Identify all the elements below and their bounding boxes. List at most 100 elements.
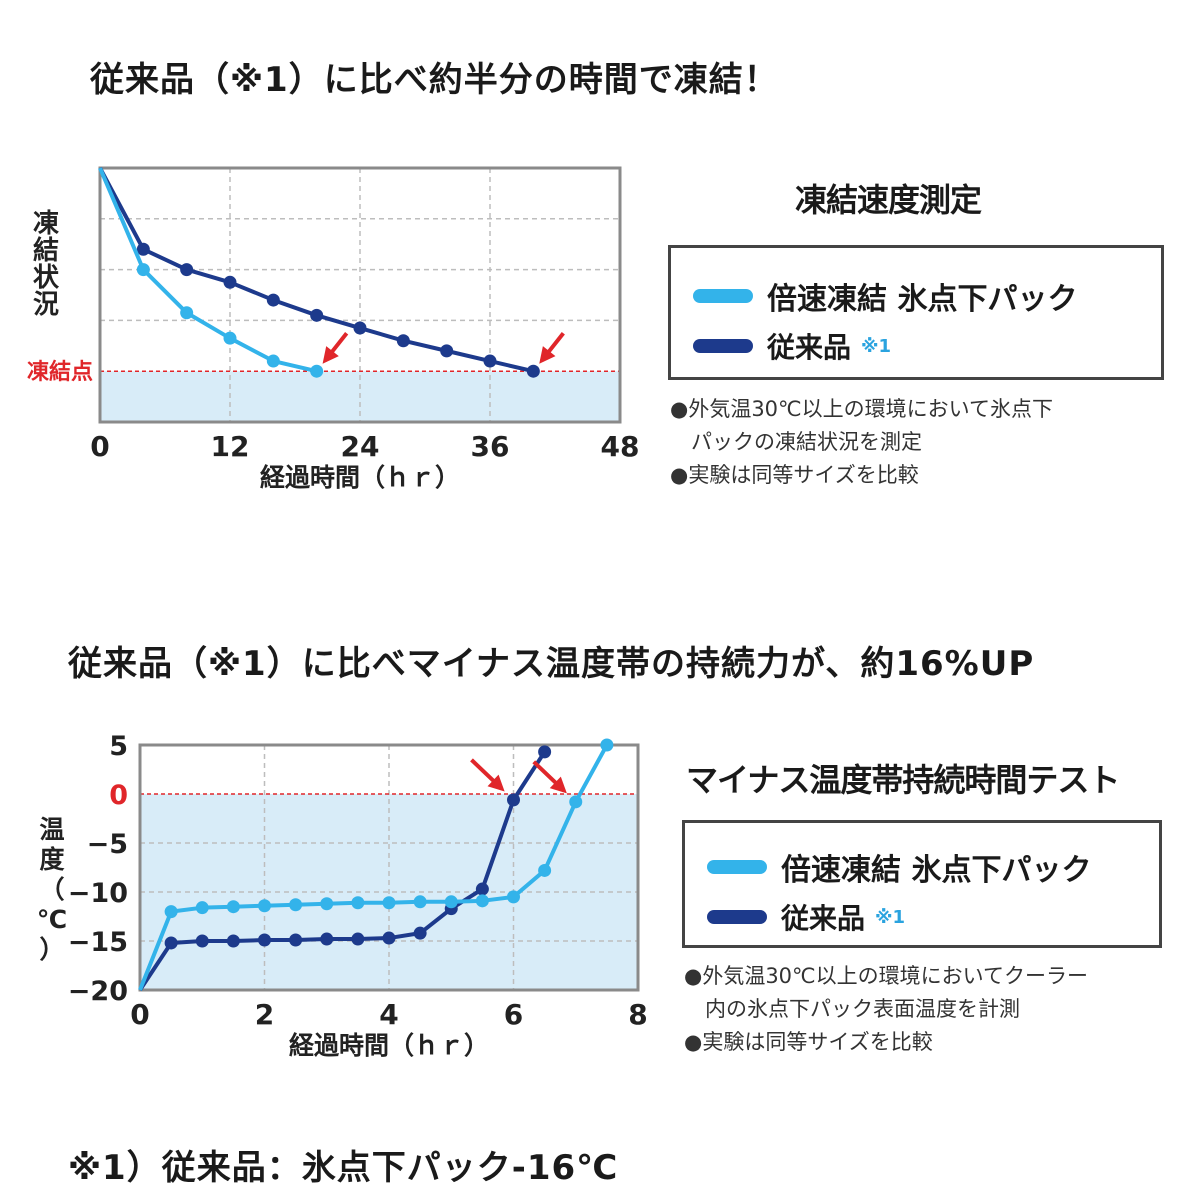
data-point-old [353,321,367,335]
legend-label-new: 倍速凍結 氷点下パック [781,853,1092,888]
data-point-old [289,933,303,947]
x-tick-label: 24 [341,430,380,463]
legend-item-new: 倍速凍結 氷点下パック [707,845,1091,889]
data-point-new [266,354,280,368]
heading-freeze-speed: 従来品（※1）に比べ約半分の時間で凍結！ [90,60,779,100]
legend-note-old: ※1 [875,906,906,928]
data-point-new [600,738,614,752]
data-point-new [320,897,334,911]
data-point-new [180,306,194,320]
x-tick-label: 4 [379,998,398,1031]
data-point-old [526,364,540,378]
x-tick-label: 12 [211,430,250,463]
minus-temperature-legend: 倍速凍結 氷点下パック 従来品 ※1 [682,820,1162,948]
data-point-old [258,933,271,947]
data-point-new [475,894,489,908]
legend-item-new: 倍速凍結 氷点下パック [693,274,1077,318]
data-point-old [507,793,520,807]
data-point-old [195,934,209,948]
x-axis-label: 経過時間（ｈｒ） [260,463,460,492]
heading-minus-duration: 従来品（※1）に比べマイナス温度帯の持続力が、約16%UP [68,644,1035,684]
data-point-old [223,275,237,289]
series-line-new [98,167,318,374]
minus-temperature-notes: ●外気温30℃以上の環境においてクーラー 内の氷点下パック表面温度を計測 ●実験… [684,960,1088,1059]
data-point-old [351,932,365,946]
note-line: 内の氷点下パック表面温度を計測 [684,997,1020,1021]
data-point-new [164,905,178,919]
y-tick-label: 0 [109,780,128,811]
note-line: ●実験は同等サイズを比較 [684,1030,933,1054]
x-tick-label: 0 [90,430,109,463]
x-axis-label: 経過時間（ｈｒ） [289,1031,489,1060]
legend-swatch-old [693,339,753,353]
data-point-old [320,932,334,946]
y-axis-label-char: 度 [39,845,64,874]
x-tick-label: 8 [628,998,647,1031]
note-line: ●外気温30℃以上の環境においてクーラー [684,964,1088,988]
footnote: ※1）従来品：氷点下パック-16℃ [68,1148,619,1188]
y-axis-label-char: ℃ [37,905,67,934]
note-line: パックの凍結状況を測定 [670,430,922,454]
data-point-new [258,899,271,913]
y-tick-label: −15 [68,927,128,958]
data-point-new [413,895,427,909]
data-point-new [136,263,150,277]
y-axis-label-char: 状 [33,263,60,293]
data-point-new [195,901,209,915]
y-tick-label: −10 [68,878,128,909]
x-tick-label: 0 [130,998,149,1031]
data-point-old [266,293,280,307]
y-axis-label-char: （ [39,875,64,904]
legend-swatch-new [693,289,753,303]
data-point-old [180,263,194,277]
data-point-old [538,745,552,759]
x-tick-label: 48 [601,430,640,463]
data-point-new [507,890,520,904]
legend-note-old: ※1 [861,335,892,357]
data-point-old [440,344,454,358]
plot-frame [138,743,640,992]
data-point-new [444,895,458,909]
y-axis-label-char: ） [39,935,64,964]
series-line-new [138,744,609,991]
x-tick-label: 6 [504,998,523,1031]
x-tick-label: 2 [255,998,274,1031]
data-point-new [382,896,396,910]
x-tick-label: 36 [471,430,510,463]
data-point-old [475,882,489,896]
y-tick-label: 5 [109,731,128,762]
callout-arrowhead [549,776,567,794]
y-axis-label-char: 結 [33,235,59,266]
y-axis-label-char: 温 [39,815,64,844]
data-point-new [223,331,237,345]
data-point-new [310,364,324,378]
minus-temperature-title: マイナス温度帯持続時間テスト [686,761,1120,799]
data-point-old [164,936,178,950]
data-point-old [226,934,240,948]
legend-item-old: 従来品 ※1 [707,897,905,937]
data-point-new [538,863,552,877]
y-tick-label: −20 [68,976,128,1007]
freeze-speed-notes: ●外気温30℃以上の環境において氷点下 パックの凍結状況を測定 ●実験は同等サイ… [670,393,1053,492]
callout-arrowhead [487,774,505,792]
data-point-old [396,334,410,348]
legend-label-new: 倍速凍結 氷点下パック [767,282,1078,317]
legend-label-old: 従来品 [781,902,866,935]
y-axis-label-char: 況 [33,290,59,320]
data-point-old [483,354,497,368]
note-line: ●実験は同等サイズを比較 [670,463,919,487]
data-point-old [413,926,427,940]
data-point-new [569,795,583,809]
y-axis-label-char: 凍 [33,209,59,239]
data-point-old [136,242,150,256]
callout-arrowhead [539,346,556,364]
legend-label-old: 従来品 [767,331,852,364]
freeze-speed-legend: 倍速凍結 氷点下パック 従来品 ※1 [668,245,1164,380]
legend-item-old: 従来品 ※1 [693,326,891,366]
data-point-new [351,896,365,910]
legend-swatch-old [707,910,767,924]
freeze-speed-title: 凍結速度測定 [795,181,982,219]
threshold-label: 凍結点 [27,359,93,385]
minus-temperature-chart: 0 2 4 6 8 経過時間（ｈｒ） 5 0 −5 −10 −15 −20 温度（℃） [37,731,648,1060]
